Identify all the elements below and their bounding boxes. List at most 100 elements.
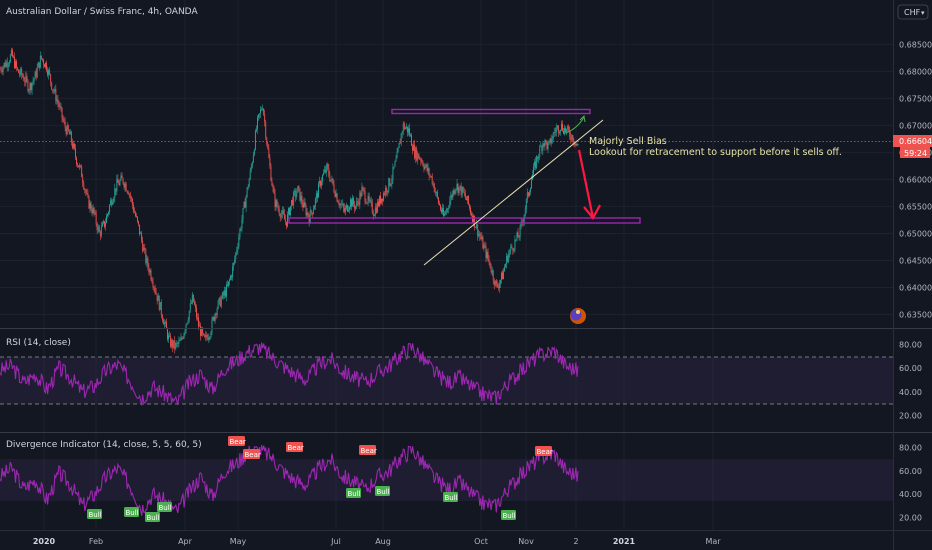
candle — [359, 189, 361, 210]
candle — [70, 130, 72, 146]
candle — [566, 128, 568, 136]
candle — [350, 196, 351, 210]
candle — [535, 157, 537, 171]
candle — [459, 185, 461, 191]
candle — [26, 72, 28, 84]
candle — [265, 119, 267, 141]
last-price-badge: 0.66604 59:24 — [893, 135, 932, 158]
candle — [497, 282, 499, 291]
candle — [222, 290, 224, 300]
candle — [279, 212, 281, 222]
candle — [233, 262, 235, 271]
divergence-pane[interactable]: Bear Bear Bear Bear Bear Bull Bull Bull Bull Bull… — [0, 436, 893, 522]
candle — [268, 144, 270, 159]
candle — [528, 190, 530, 197]
candle — [360, 190, 362, 200]
price-tick-label: 0.67500 — [899, 94, 932, 103]
candle — [60, 103, 62, 112]
candle — [17, 66, 19, 71]
candle — [22, 73, 24, 79]
candle — [12, 54, 14, 59]
candle — [405, 123, 407, 130]
candle — [447, 207, 449, 213]
candle — [303, 197, 305, 208]
candle — [487, 248, 489, 263]
candle — [133, 207, 135, 214]
currency-selector[interactable]: CHF ▾ — [897, 4, 929, 20]
rsi-title[interactable]: RSI (14, close) — [6, 338, 71, 348]
candle — [197, 313, 198, 322]
candle — [259, 113, 260, 119]
candle — [54, 86, 56, 94]
divergence-title[interactable]: Divergence Indicator (14, close, 5, 5, 6… — [6, 440, 202, 450]
candle — [260, 106, 262, 118]
candle — [417, 151, 419, 165]
price-axis[interactable]: 0.685000.680000.675000.670000.665000.660… — [899, 40, 932, 319]
candle — [261, 107, 263, 111]
candle — [103, 220, 105, 229]
rsi-axis[interactable]: 80.00 60.00 40.00 20.00 — [899, 340, 922, 420]
candle — [546, 142, 548, 151]
candle — [411, 132, 412, 146]
candle — [541, 144, 543, 155]
rsi-pane[interactable]: RSI (14, close) — [0, 338, 893, 406]
candle — [160, 299, 162, 319]
candle — [461, 186, 463, 198]
candle — [453, 187, 455, 196]
candle — [438, 200, 440, 206]
candle — [404, 126, 406, 130]
bear-label: Bear — [228, 436, 246, 446]
divergence-axis[interactable]: 80.00 60.00 40.00 20.00 — [899, 443, 922, 522]
candle — [27, 78, 29, 93]
candle — [537, 156, 539, 162]
candle — [548, 140, 550, 145]
candle — [393, 166, 395, 170]
candle — [486, 249, 488, 261]
time-tick-label: May — [230, 537, 247, 546]
annotation-text[interactable]: Majorly Sell Bias Lookout for retracemen… — [589, 136, 842, 158]
resistance-zone[interactable] — [391, 108, 591, 115]
candle — [99, 230, 101, 241]
candle — [426, 162, 428, 173]
candle — [196, 304, 197, 321]
candle — [534, 159, 536, 170]
time-tick-label: Jul — [330, 537, 341, 546]
svg-text:Bull: Bull — [89, 511, 102, 519]
candle — [139, 224, 141, 237]
candle — [52, 89, 54, 94]
candle — [433, 182, 435, 193]
green-up-arrow — [565, 114, 586, 134]
chart-title[interactable]: Australian Dollar / Swiss Franc, 4h, OAN… — [6, 7, 198, 17]
divergence-line — [0, 444, 579, 516]
candle — [572, 134, 574, 145]
candle — [445, 210, 447, 216]
candle — [84, 187, 86, 194]
candle — [120, 172, 122, 182]
candle — [374, 203, 376, 218]
candle — [334, 190, 336, 198]
candle — [536, 155, 538, 170]
candle — [390, 183, 392, 187]
time-axis[interactable]: 2020 Feb Apr May Jul Aug Oct Nov 2 2021 Mar — [33, 537, 721, 546]
candle — [153, 285, 155, 293]
news-event-icon[interactable] — [570, 308, 586, 324]
candle — [93, 207, 95, 217]
candle — [312, 204, 314, 215]
candle — [76, 156, 77, 167]
candle — [97, 224, 99, 233]
candle — [271, 177, 273, 187]
candle — [508, 250, 510, 264]
candle — [449, 196, 451, 209]
candle — [457, 183, 459, 196]
candle — [516, 231, 518, 242]
candle — [281, 206, 283, 219]
candle — [456, 179, 458, 192]
candle — [377, 198, 379, 208]
candle — [68, 129, 70, 135]
ascending-trendline[interactable] — [423, 119, 604, 266]
candle — [504, 264, 506, 273]
candle — [91, 205, 93, 217]
candle — [532, 170, 533, 181]
support-zone[interactable] — [288, 217, 641, 224]
